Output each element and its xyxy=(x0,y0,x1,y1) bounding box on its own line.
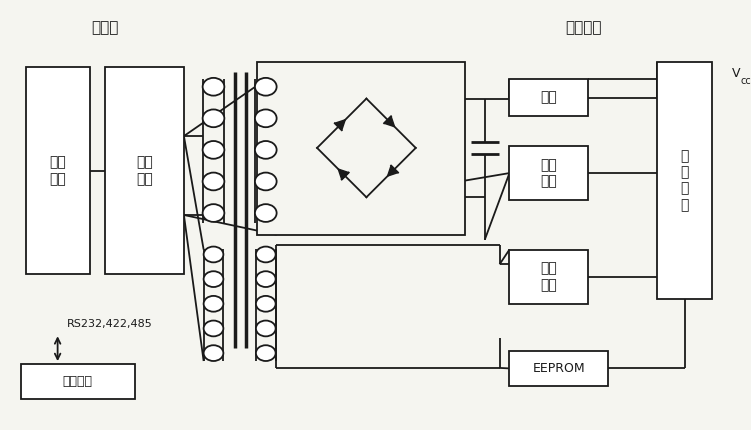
Bar xyxy=(257,62,465,235)
Text: 读写
模块: 读写 模块 xyxy=(136,156,152,186)
Text: 控
制
逻
辑: 控 制 逻 辑 xyxy=(680,149,689,212)
Bar xyxy=(509,351,608,386)
Text: 读写器: 读写器 xyxy=(92,20,119,35)
Bar xyxy=(21,364,134,399)
Ellipse shape xyxy=(204,296,223,312)
Text: RS232,422,485: RS232,422,485 xyxy=(67,319,152,329)
Ellipse shape xyxy=(256,246,276,262)
Polygon shape xyxy=(335,120,345,130)
Ellipse shape xyxy=(204,320,223,336)
Ellipse shape xyxy=(256,320,276,336)
Ellipse shape xyxy=(204,271,223,287)
Polygon shape xyxy=(384,116,394,127)
Ellipse shape xyxy=(203,141,225,159)
Ellipse shape xyxy=(204,345,223,361)
Text: 数据
调制: 数据 调制 xyxy=(541,261,557,292)
Ellipse shape xyxy=(203,172,225,190)
Bar xyxy=(509,79,588,117)
Ellipse shape xyxy=(256,296,276,312)
Bar xyxy=(509,249,588,304)
Ellipse shape xyxy=(203,204,225,222)
Text: 控制
模块: 控制 模块 xyxy=(50,156,66,186)
Ellipse shape xyxy=(204,246,223,262)
Text: V: V xyxy=(731,68,740,80)
Polygon shape xyxy=(338,169,348,180)
Text: 稳压: 稳压 xyxy=(541,91,557,104)
Ellipse shape xyxy=(203,110,225,127)
Ellipse shape xyxy=(203,78,225,95)
Ellipse shape xyxy=(255,141,276,159)
Bar xyxy=(105,67,184,274)
Ellipse shape xyxy=(256,345,276,361)
Polygon shape xyxy=(388,166,398,176)
Text: 数据
解调: 数据 解调 xyxy=(541,158,557,188)
Ellipse shape xyxy=(255,204,276,222)
Text: 电子标签: 电子标签 xyxy=(566,20,602,35)
Bar xyxy=(509,146,588,200)
Text: EEPROM: EEPROM xyxy=(532,362,585,375)
Text: 数据管理: 数据管理 xyxy=(62,375,92,388)
Bar xyxy=(657,62,712,299)
Bar xyxy=(26,67,90,274)
Ellipse shape xyxy=(255,78,276,95)
Ellipse shape xyxy=(255,110,276,127)
Ellipse shape xyxy=(256,271,276,287)
Text: cc: cc xyxy=(740,76,751,86)
Ellipse shape xyxy=(255,172,276,190)
